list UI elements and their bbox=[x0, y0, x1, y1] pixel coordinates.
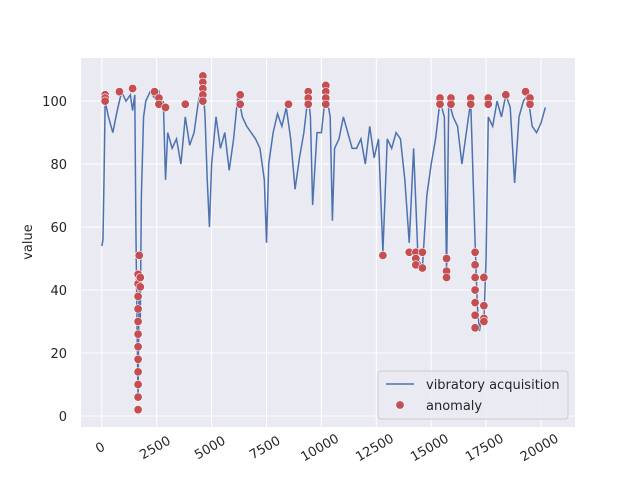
x-tick-label: 20000 bbox=[518, 431, 561, 465]
anomaly-point bbox=[479, 317, 489, 327]
anomaly-point bbox=[479, 272, 489, 282]
y-tick-label: 100 bbox=[42, 95, 67, 110]
legend-marker bbox=[395, 400, 405, 410]
y-tick-label: 60 bbox=[50, 221, 67, 236]
anomaly-point bbox=[470, 310, 480, 320]
anomaly-point bbox=[198, 96, 208, 106]
anomaly-point bbox=[133, 392, 143, 402]
anomaly-point bbox=[235, 90, 245, 100]
legend-box bbox=[377, 370, 569, 420]
anomaly-point bbox=[470, 323, 480, 333]
anomaly-point bbox=[470, 285, 480, 295]
anomaly-point bbox=[378, 250, 388, 260]
anomaly-point bbox=[417, 247, 427, 257]
anomaly-point bbox=[128, 84, 138, 94]
anomaly-point bbox=[521, 87, 531, 97]
anomaly-point bbox=[135, 282, 145, 292]
y-tick-label: 80 bbox=[50, 158, 67, 173]
anomaly-point bbox=[446, 99, 456, 109]
legend-label: vibratory acquisition bbox=[426, 378, 560, 393]
anomaly-point bbox=[133, 379, 143, 389]
anomaly-point bbox=[133, 291, 143, 301]
anomaly-point bbox=[483, 99, 493, 109]
anomaly-point bbox=[133, 317, 143, 327]
anomaly-point bbox=[133, 405, 143, 415]
anomaly-point bbox=[470, 260, 480, 270]
marks bbox=[100, 71, 547, 415]
y-tick-label: 0 bbox=[59, 410, 67, 425]
anomaly-point bbox=[100, 96, 110, 106]
anomaly-point bbox=[470, 298, 480, 308]
anomaly-point bbox=[133, 304, 143, 314]
anomaly-point bbox=[470, 247, 480, 257]
x-tick-label: 10000 bbox=[299, 431, 342, 465]
anomaly-point bbox=[114, 87, 124, 97]
anomaly-point bbox=[235, 99, 245, 109]
anomaly-point bbox=[479, 301, 489, 311]
anomaly-point bbox=[466, 99, 476, 109]
anomaly-point bbox=[442, 254, 452, 264]
anomaly-point bbox=[525, 99, 535, 109]
x-tick-label: 7500 bbox=[247, 434, 283, 464]
anomaly-point bbox=[135, 272, 145, 282]
anomaly-point bbox=[133, 342, 143, 352]
x-tick-label: 17500 bbox=[463, 431, 506, 465]
legend: vibratory acquisition anomaly bbox=[377, 370, 569, 420]
anomaly-point bbox=[150, 87, 160, 97]
y-tick-label: 40 bbox=[50, 284, 67, 299]
legend-label: anomaly bbox=[426, 399, 482, 414]
x-tick-label: 15000 bbox=[408, 431, 451, 465]
anomaly-point bbox=[303, 99, 313, 109]
x-tick-label: 12500 bbox=[353, 431, 396, 465]
anomaly-point bbox=[435, 99, 445, 109]
anomaly-point bbox=[417, 263, 427, 273]
anomaly-point bbox=[161, 102, 171, 112]
anomaly-point bbox=[501, 90, 511, 100]
y-axis-label: value bbox=[21, 224, 36, 260]
anomaly-point bbox=[442, 272, 452, 282]
anomaly-point bbox=[470, 272, 480, 282]
anomaly-point bbox=[133, 354, 143, 364]
x-tick-label: 0 bbox=[93, 440, 108, 457]
anomaly-point bbox=[133, 367, 143, 377]
anomaly-point bbox=[180, 99, 190, 109]
x-tick-label: 2500 bbox=[137, 434, 173, 464]
anomaly-point bbox=[134, 250, 144, 260]
y-tick-label: 20 bbox=[50, 347, 67, 362]
anomaly-point bbox=[283, 99, 293, 109]
anomaly-point bbox=[133, 329, 143, 339]
anomaly-point bbox=[321, 99, 331, 109]
x-tick-label: 5000 bbox=[192, 434, 228, 464]
